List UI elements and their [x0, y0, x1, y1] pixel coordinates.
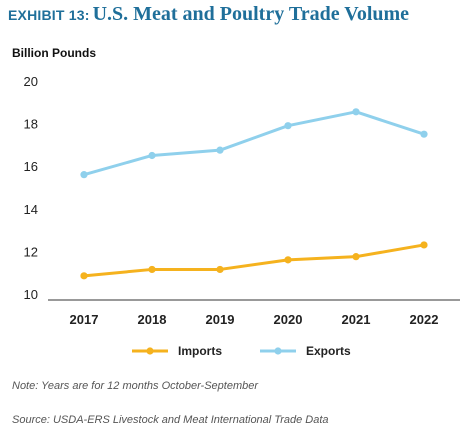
series-group: [80, 108, 428, 280]
x-tick-label: 2022: [410, 312, 439, 327]
imports-data-point: [148, 265, 156, 274]
y-tick-label: 18: [24, 117, 38, 132]
x-tick-label: 2020: [274, 312, 303, 327]
exports-data-point: [80, 171, 88, 179]
exports-data-point: [284, 122, 292, 130]
imports-legend-label: Imports: [178, 344, 222, 358]
exports-data-point: [420, 130, 428, 138]
source-note: Source: USDA-ERS Livestock and Meat Inte…: [12, 414, 329, 426]
exports-legend-marker: [274, 347, 282, 355]
x-tick-label: 2019: [206, 312, 235, 327]
imports-data-point: [420, 241, 428, 249]
x-tick-label: 2018: [138, 312, 167, 327]
y-tick-label: 20: [24, 74, 38, 89]
x-tick-label: 2021: [342, 312, 371, 327]
chart-title: EXHIBIT 13: U.S. Meat and Poultry Trade V…: [8, 3, 409, 26]
y-tick-label: 10: [24, 287, 38, 302]
footnote: Note: Years are for 12 months October-Se…: [12, 380, 259, 392]
exports-data-point: [352, 108, 360, 116]
x-axis: 2017 2018 2019 2020 2021 2022: [70, 312, 439, 327]
imports-data-point: [284, 256, 292, 264]
imports-legend-marker: [146, 347, 154, 355]
y-axis: 10 12 14 16 18 20: [24, 74, 38, 302]
exports-data-point: [216, 146, 224, 154]
y-axis-label: Billion Pounds: [12, 46, 96, 60]
imports-data-point: [352, 253, 360, 261]
exports-legend-label: Exports: [306, 344, 351, 358]
chart-title-text: U.S. Meat and Poultry Trade Volume: [92, 3, 410, 25]
y-tick-label: 16: [24, 159, 38, 174]
exports-series-line: [82, 110, 426, 177]
y-tick-label: 12: [24, 244, 38, 259]
exports-data-point: [148, 151, 156, 160]
x-tick-label: 2017: [70, 312, 99, 327]
imports-data-point: [216, 265, 224, 274]
y-tick-label: 14: [24, 202, 38, 217]
legend: Imports Exports: [132, 344, 351, 358]
imports-data-point: [80, 272, 88, 280]
imports-series-line: [82, 243, 426, 278]
exhibit-label: EXHIBIT 13:: [8, 7, 90, 23]
